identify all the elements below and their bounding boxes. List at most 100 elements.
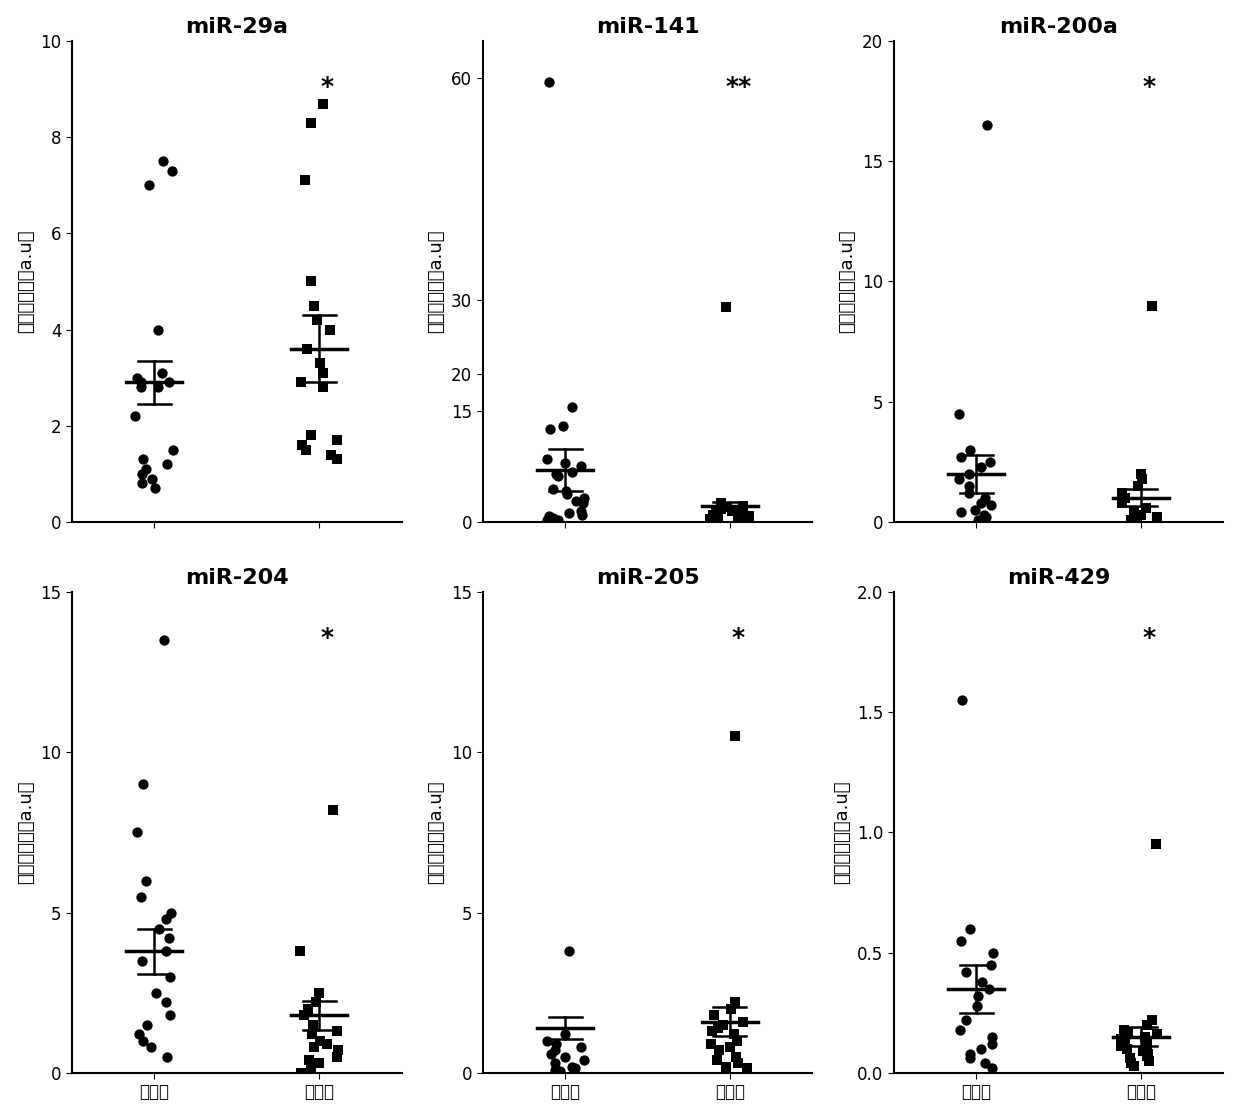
Point [1147,1025,1167,1043]
Y-axis label: 相对表达量（a.u）: 相对表达量（a.u） [833,780,851,884]
Point [162,440,182,458]
Point [1121,511,1141,529]
Point [156,994,176,1012]
Point [701,1035,720,1053]
Text: *: * [1142,626,1156,650]
Point [1127,512,1147,530]
Point [326,1022,346,1040]
Point [291,1064,311,1082]
Point [715,1058,735,1076]
Point [975,1054,994,1072]
Point [160,1006,180,1024]
Point [950,1021,970,1039]
Point [310,984,330,1002]
Point [141,1039,161,1057]
Point [556,454,575,472]
Point [1116,489,1136,506]
Point [1128,477,1148,495]
Point [975,505,994,523]
Point [1125,1057,1145,1074]
Point [133,451,153,468]
Point [981,496,1001,514]
Point [981,956,1001,974]
Point [706,503,725,521]
Point [960,1050,980,1068]
Point [130,373,150,391]
Point [157,1048,177,1065]
Point [733,1013,753,1031]
Point [1115,1021,1135,1039]
Point [951,931,971,949]
Point [1123,503,1143,521]
Point [157,455,177,473]
Point [982,1035,1002,1053]
Point [301,426,321,444]
Point [304,296,324,314]
Point [543,510,563,528]
Point [982,1027,1002,1045]
Point [562,1058,582,1076]
Point [1132,470,1152,487]
Point [733,496,753,514]
Point [537,511,557,529]
Point [301,114,321,132]
Point [156,910,176,928]
Point [138,1016,157,1034]
Point [546,1054,565,1072]
Point [563,398,583,416]
Point [972,494,992,512]
Title: miR-429: miR-429 [1007,568,1110,588]
Point [298,999,317,1017]
Point [732,504,751,522]
Point [1131,465,1151,483]
Point [327,1048,347,1065]
Point [321,446,341,464]
Point [160,968,180,986]
Point [728,1054,748,1072]
Point [548,512,568,530]
Point [712,500,732,518]
Point [300,1061,320,1079]
Point [312,363,332,381]
Point [150,920,170,938]
Y-axis label: 相对表达量（a.u）: 相对表达量（a.u） [838,229,857,333]
Point [739,508,759,525]
Point [547,1035,567,1053]
Point [967,996,987,1014]
Point [1131,505,1151,523]
Point [733,511,753,529]
Point [324,802,343,819]
Point [546,465,565,483]
Point [541,1044,560,1062]
Point [131,951,151,969]
Point [327,432,347,449]
Point [296,440,316,458]
Point [951,503,971,521]
Point [713,1016,733,1034]
Point [541,420,560,438]
Point [727,1032,746,1050]
Point [548,467,568,485]
Point [291,436,311,454]
Point [952,691,972,709]
Point [556,1025,575,1043]
Point [159,929,179,947]
Point [551,1062,570,1080]
Point [1111,1038,1131,1055]
Point [156,942,176,960]
Point [574,1051,594,1069]
Point [968,511,988,529]
Point [310,1032,330,1050]
Point [702,1022,722,1040]
Point [720,1039,740,1057]
Point [301,273,321,291]
Point [971,457,991,475]
Point [1136,499,1156,517]
Point [960,920,980,938]
Point [537,451,557,468]
Text: *: * [1142,75,1156,98]
Point [539,508,559,525]
Point [725,994,745,1012]
Point [327,1042,347,1060]
Point [559,942,579,960]
